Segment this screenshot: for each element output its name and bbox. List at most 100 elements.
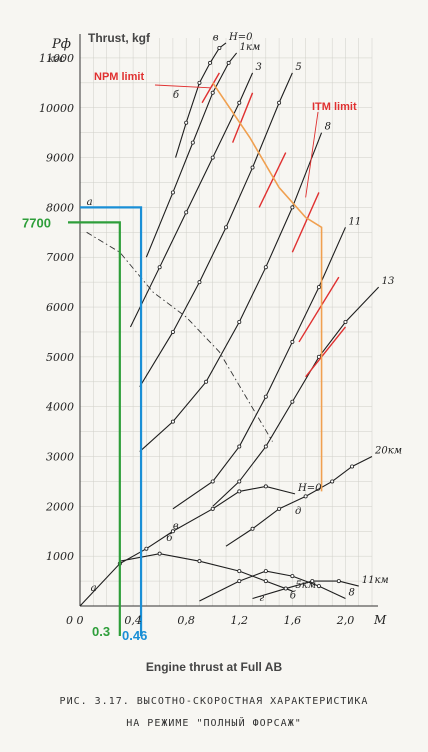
series-line bbox=[79, 485, 296, 607]
x-tick-label: 2,0 bbox=[336, 614, 355, 627]
data-point bbox=[204, 379, 209, 384]
data-point bbox=[250, 165, 255, 170]
series-label: 8 bbox=[348, 588, 354, 599]
mach-046-label: 0.46 bbox=[122, 628, 147, 643]
npm-limit-segment bbox=[291, 192, 320, 253]
series-label: 5 bbox=[295, 62, 301, 73]
itm-orange-line bbox=[212, 82, 323, 492]
caption-english: Engine thrust at Full AB bbox=[145, 660, 283, 674]
data-point bbox=[210, 479, 215, 484]
npm-limit-segment bbox=[305, 326, 347, 378]
series-label: H=0 bbox=[297, 483, 322, 494]
series-label: 3 bbox=[256, 62, 262, 73]
series-line bbox=[175, 42, 227, 158]
y-tick-label: 6000 bbox=[46, 301, 74, 314]
data-point bbox=[263, 265, 268, 270]
data-point bbox=[290, 205, 295, 210]
blue-highlight-line bbox=[80, 206, 143, 636]
y-tick-label: 7000 bbox=[46, 251, 74, 264]
x-tick-label: 1,6 bbox=[284, 614, 302, 627]
point-letter: в bbox=[213, 32, 219, 43]
data-point bbox=[263, 394, 268, 399]
data-point bbox=[170, 419, 175, 424]
data-point bbox=[210, 155, 215, 160]
data-point bbox=[303, 494, 308, 499]
series-line bbox=[139, 72, 293, 388]
npm-limit-label: NPM limit bbox=[94, 71, 144, 83]
data-point bbox=[197, 559, 202, 564]
data-point bbox=[350, 464, 355, 469]
caption-russian-line2: НА РЕЖИМЕ "ПОЛНЫЙ ФОРСАЖ" bbox=[126, 718, 302, 729]
data-point bbox=[290, 399, 295, 404]
data-point bbox=[170, 190, 175, 195]
data-point bbox=[263, 579, 268, 584]
data-point bbox=[237, 489, 242, 494]
y-tick-label: 2000 bbox=[45, 500, 74, 513]
y-axis-label: Thrust, kgf bbox=[88, 31, 151, 45]
chart-grid bbox=[79, 34, 378, 607]
point-letter: д bbox=[295, 506, 301, 517]
data-point bbox=[144, 546, 149, 551]
data-point bbox=[170, 529, 175, 534]
y-tick-label: 11000 bbox=[39, 52, 74, 65]
itm-limit-pointer bbox=[305, 111, 319, 198]
x-axis-label: M bbox=[373, 613, 387, 627]
point-letter: б bbox=[290, 591, 297, 602]
data-point bbox=[283, 586, 288, 591]
y-tick-label: 4000 bbox=[45, 401, 74, 414]
data-point bbox=[184, 210, 189, 215]
data-point bbox=[223, 225, 228, 230]
green-highlight-line bbox=[68, 221, 121, 636]
point-letter: a bbox=[91, 583, 97, 594]
data-point bbox=[190, 140, 195, 145]
chart-curves bbox=[79, 42, 380, 607]
chart-labels: 1000 2000 3000 4000 5000 6000 7000 8000 9000 1000… bbox=[22, 31, 402, 643]
series-line bbox=[172, 227, 346, 510]
series-line bbox=[139, 132, 323, 452]
npm-limit-segment bbox=[298, 276, 340, 343]
y-tick-label: 9000 bbox=[46, 152, 74, 165]
x-tick-label: 0,4 bbox=[124, 614, 142, 627]
y-tick-label: 8000 bbox=[46, 201, 74, 214]
x-tick-label: 0 bbox=[77, 614, 84, 627]
data-point bbox=[210, 90, 215, 95]
data-point bbox=[237, 569, 242, 574]
data-point bbox=[277, 506, 282, 511]
series-label: 5км bbox=[295, 580, 316, 591]
series-label: 13 bbox=[382, 276, 395, 287]
thrust-chart: 1000 2000 3000 4000 5000 6000 7000 8000 9000 1000… bbox=[22, 31, 402, 643]
origin-label: 0 bbox=[66, 614, 73, 627]
point-letter: г bbox=[259, 593, 264, 604]
data-point bbox=[316, 285, 321, 290]
series-label: 8 bbox=[325, 122, 331, 133]
data-point bbox=[226, 60, 231, 65]
data-point bbox=[290, 339, 295, 344]
data-point bbox=[157, 265, 162, 270]
data-point bbox=[157, 551, 162, 556]
point-letter: б bbox=[173, 90, 180, 101]
data-point bbox=[217, 45, 222, 50]
caption-russian-line1: РИС. 3.17. ВЫСОТНО-СКОРОСТНАЯ ХАРАКТЕРИС… bbox=[59, 696, 369, 707]
data-point bbox=[197, 80, 202, 85]
point-letter: в bbox=[173, 521, 179, 532]
data-point bbox=[250, 526, 255, 531]
series-line bbox=[145, 52, 238, 258]
chart-overlays bbox=[68, 72, 347, 636]
npm-limit-pointer bbox=[154, 84, 211, 89]
series-label: 11км bbox=[362, 575, 389, 586]
data-point bbox=[310, 579, 315, 584]
data-point bbox=[316, 354, 321, 359]
series-line bbox=[199, 570, 346, 602]
y-axis-unit: кгс bbox=[48, 54, 65, 65]
thrust-7700-label: 7700 bbox=[22, 215, 51, 230]
series-label: 1км bbox=[240, 42, 261, 53]
y-tick-label: 1000 bbox=[46, 550, 74, 563]
data-point bbox=[263, 444, 268, 449]
series-label: H=0 bbox=[228, 32, 253, 43]
data-point bbox=[330, 479, 335, 484]
y-tick-label: 3000 bbox=[46, 451, 74, 464]
y-tick-label: 10000 bbox=[39, 102, 74, 115]
data-point bbox=[237, 100, 242, 105]
data-point bbox=[263, 569, 268, 574]
data-point bbox=[170, 329, 175, 334]
